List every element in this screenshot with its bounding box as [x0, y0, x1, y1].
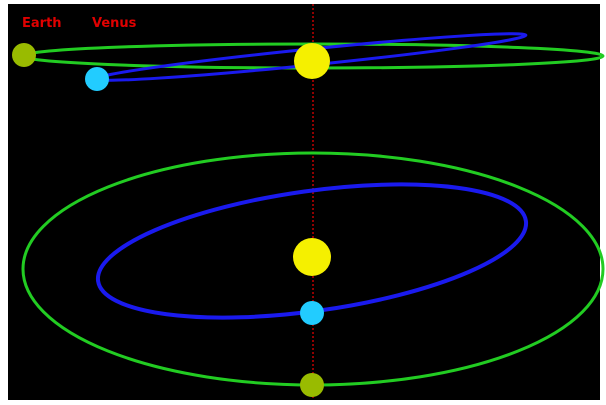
- venus-label: Venus: [92, 16, 137, 31]
- sun: [293, 238, 331, 276]
- earth: [12, 43, 36, 67]
- venus: [85, 67, 109, 91]
- earth-label: Earth: [22, 16, 62, 31]
- sun: [294, 43, 330, 79]
- earth: [300, 373, 324, 397]
- venus: [300, 301, 324, 325]
